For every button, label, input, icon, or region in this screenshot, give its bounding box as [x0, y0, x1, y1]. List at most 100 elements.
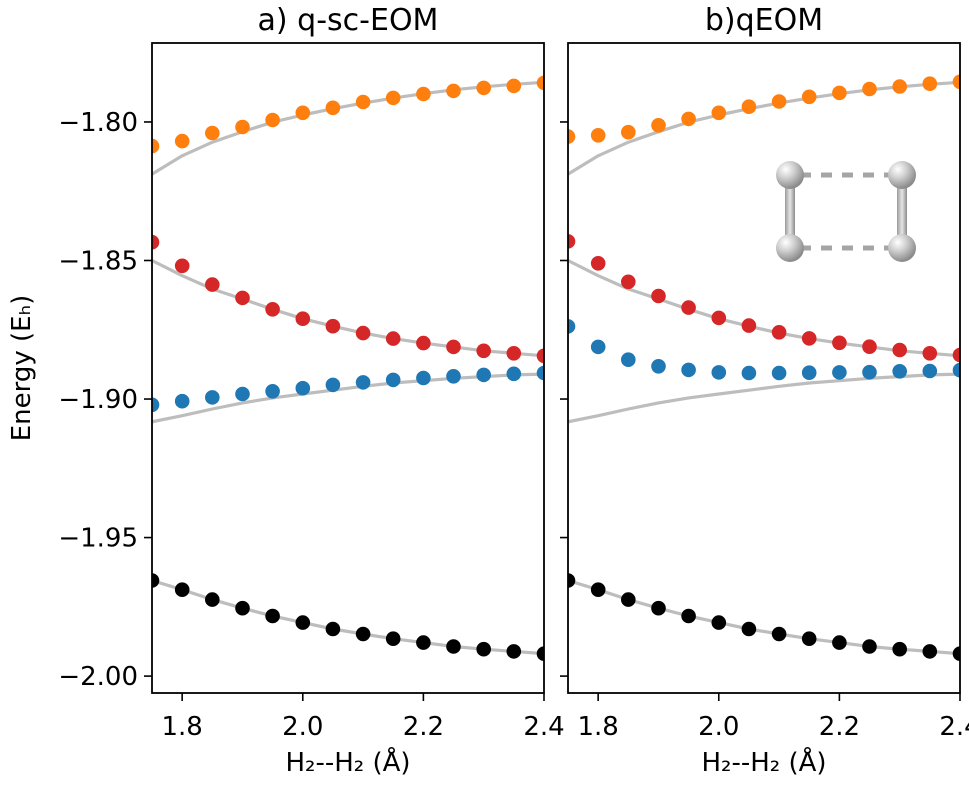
data-point-series-3 [385, 631, 401, 646]
data-point-series-1 [446, 339, 461, 355]
data-point-series-3 [771, 626, 787, 642]
x-tick-label: 2.2 [819, 712, 860, 742]
data-point-series-2 [952, 362, 960, 378]
data-point-series-0 [295, 105, 311, 121]
data-point-series-3 [801, 631, 817, 646]
reference-curve-1 [152, 259, 544, 358]
data-point-series-3 [205, 592, 220, 607]
panel-a: a) q-sc-EOM H₂--H₂ (Å) Energy (Eₕ) 1.8 2.… [7, 3, 565, 778]
data-point-series-3 [235, 600, 250, 616]
y-tick-label: −1.85 [58, 246, 138, 276]
data-point-series-3 [265, 608, 280, 624]
data-point-series-3 [568, 573, 576, 588]
y-tick-label: −1.95 [58, 524, 138, 554]
data-point-series-0 [205, 125, 220, 141]
data-point-series-2 [355, 375, 371, 390]
data-point-series-3 [416, 635, 431, 650]
data-point-series-1 [801, 331, 817, 346]
reference-curve-2 [568, 372, 960, 424]
data-point-series-0 [741, 99, 757, 114]
data-point-series-0 [952, 74, 960, 90]
data-point-series-3 [711, 615, 727, 630]
data-point-series-1 [832, 335, 847, 351]
data-point-series-1 [771, 325, 787, 340]
data-point-series-2 [801, 365, 817, 381]
data-point-series-1 [174, 258, 190, 274]
data-point-series-1 [741, 318, 757, 333]
y-axis-label: Energy (Eₕ) [7, 295, 37, 442]
data-point-series-0 [862, 81, 877, 97]
data-point-series-1 [355, 325, 371, 341]
data-point-series-2 [590, 339, 606, 355]
data-point-series-3 [952, 646, 960, 661]
data-point-series-0 [711, 105, 727, 121]
data-point-series-3 [681, 608, 696, 624]
data-point-series-2 [385, 372, 401, 388]
data-point-series-3 [651, 600, 666, 616]
y-tick-label: −2.00 [58, 662, 138, 692]
data-point-series-2 [174, 393, 190, 409]
x-tick-label: 2.4 [939, 712, 969, 742]
data-point-series-3 [506, 644, 522, 659]
x-tick-label: 2.4 [523, 712, 564, 742]
data-point-series-2 [922, 363, 938, 379]
data-point-series-1 [952, 347, 960, 363]
panel-a-title: a) q-sc-EOM [258, 3, 439, 38]
data-point-series-1 [295, 311, 311, 327]
data-point-series-1 [325, 318, 341, 334]
data-point-series-3 [862, 639, 877, 654]
x-tick-label: 2.0 [282, 712, 323, 742]
data-point-series-3 [174, 582, 190, 597]
data-point-series-1 [590, 255, 606, 271]
data-point-series-0 [590, 128, 606, 143]
data-point-series-1 [205, 277, 220, 292]
bond-right [897, 175, 907, 248]
data-point-series-1 [862, 339, 877, 355]
data-point-series-2 [892, 364, 907, 379]
data-point-series-0 [446, 83, 461, 99]
hydrogen-atom [776, 161, 804, 189]
data-point-series-3 [741, 621, 757, 637]
panel-a-frame [151, 42, 545, 694]
data-point-series-0 [922, 76, 938, 91]
bond-left [785, 175, 795, 248]
data-point-series-2 [446, 369, 461, 384]
data-point-series-0 [536, 75, 544, 91]
data-point-series-1 [681, 300, 696, 315]
data-point-series-1 [265, 302, 280, 317]
data-point-series-2 [862, 364, 877, 380]
data-point-series-1 [416, 335, 431, 351]
data-point-series-1 [892, 342, 907, 358]
x-tick-label: 2.2 [403, 712, 444, 742]
data-point-series-0 [325, 100, 341, 116]
x-tick-label: 2.0 [698, 712, 739, 742]
data-point-series-2 [711, 365, 727, 380]
hydrogen-atom [776, 234, 804, 262]
data-point-series-2 [681, 362, 696, 378]
data-point-series-2 [568, 319, 576, 334]
data-point-series-0 [681, 111, 696, 127]
data-point-series-0 [801, 89, 817, 105]
data-point-series-2 [152, 397, 160, 413]
data-point-series-1 [506, 346, 522, 361]
data-point-series-1 [536, 348, 544, 364]
data-point-series-2 [741, 365, 757, 381]
data-point-series-0 [355, 94, 371, 110]
data-point-series-0 [892, 79, 907, 94]
data-point-series-3 [832, 635, 847, 650]
data-point-series-0 [832, 85, 847, 101]
data-point-series-2 [832, 365, 847, 380]
data-point-series-2 [265, 384, 280, 399]
data-point-series-0 [621, 124, 636, 140]
y-tick-label: −1.80 [58, 108, 138, 138]
data-point-series-1 [235, 290, 250, 306]
data-point-series-0 [416, 86, 431, 102]
hydrogen-atom [888, 234, 916, 262]
data-point-series-3 [476, 641, 492, 657]
data-point-series-1 [152, 234, 160, 250]
data-point-series-3 [536, 646, 544, 661]
data-point-series-2 [416, 370, 431, 386]
data-point-series-0 [476, 80, 492, 96]
panel-a-xlabel: H₂--H₂ (Å) [285, 746, 410, 778]
data-point-series-0 [265, 112, 280, 128]
